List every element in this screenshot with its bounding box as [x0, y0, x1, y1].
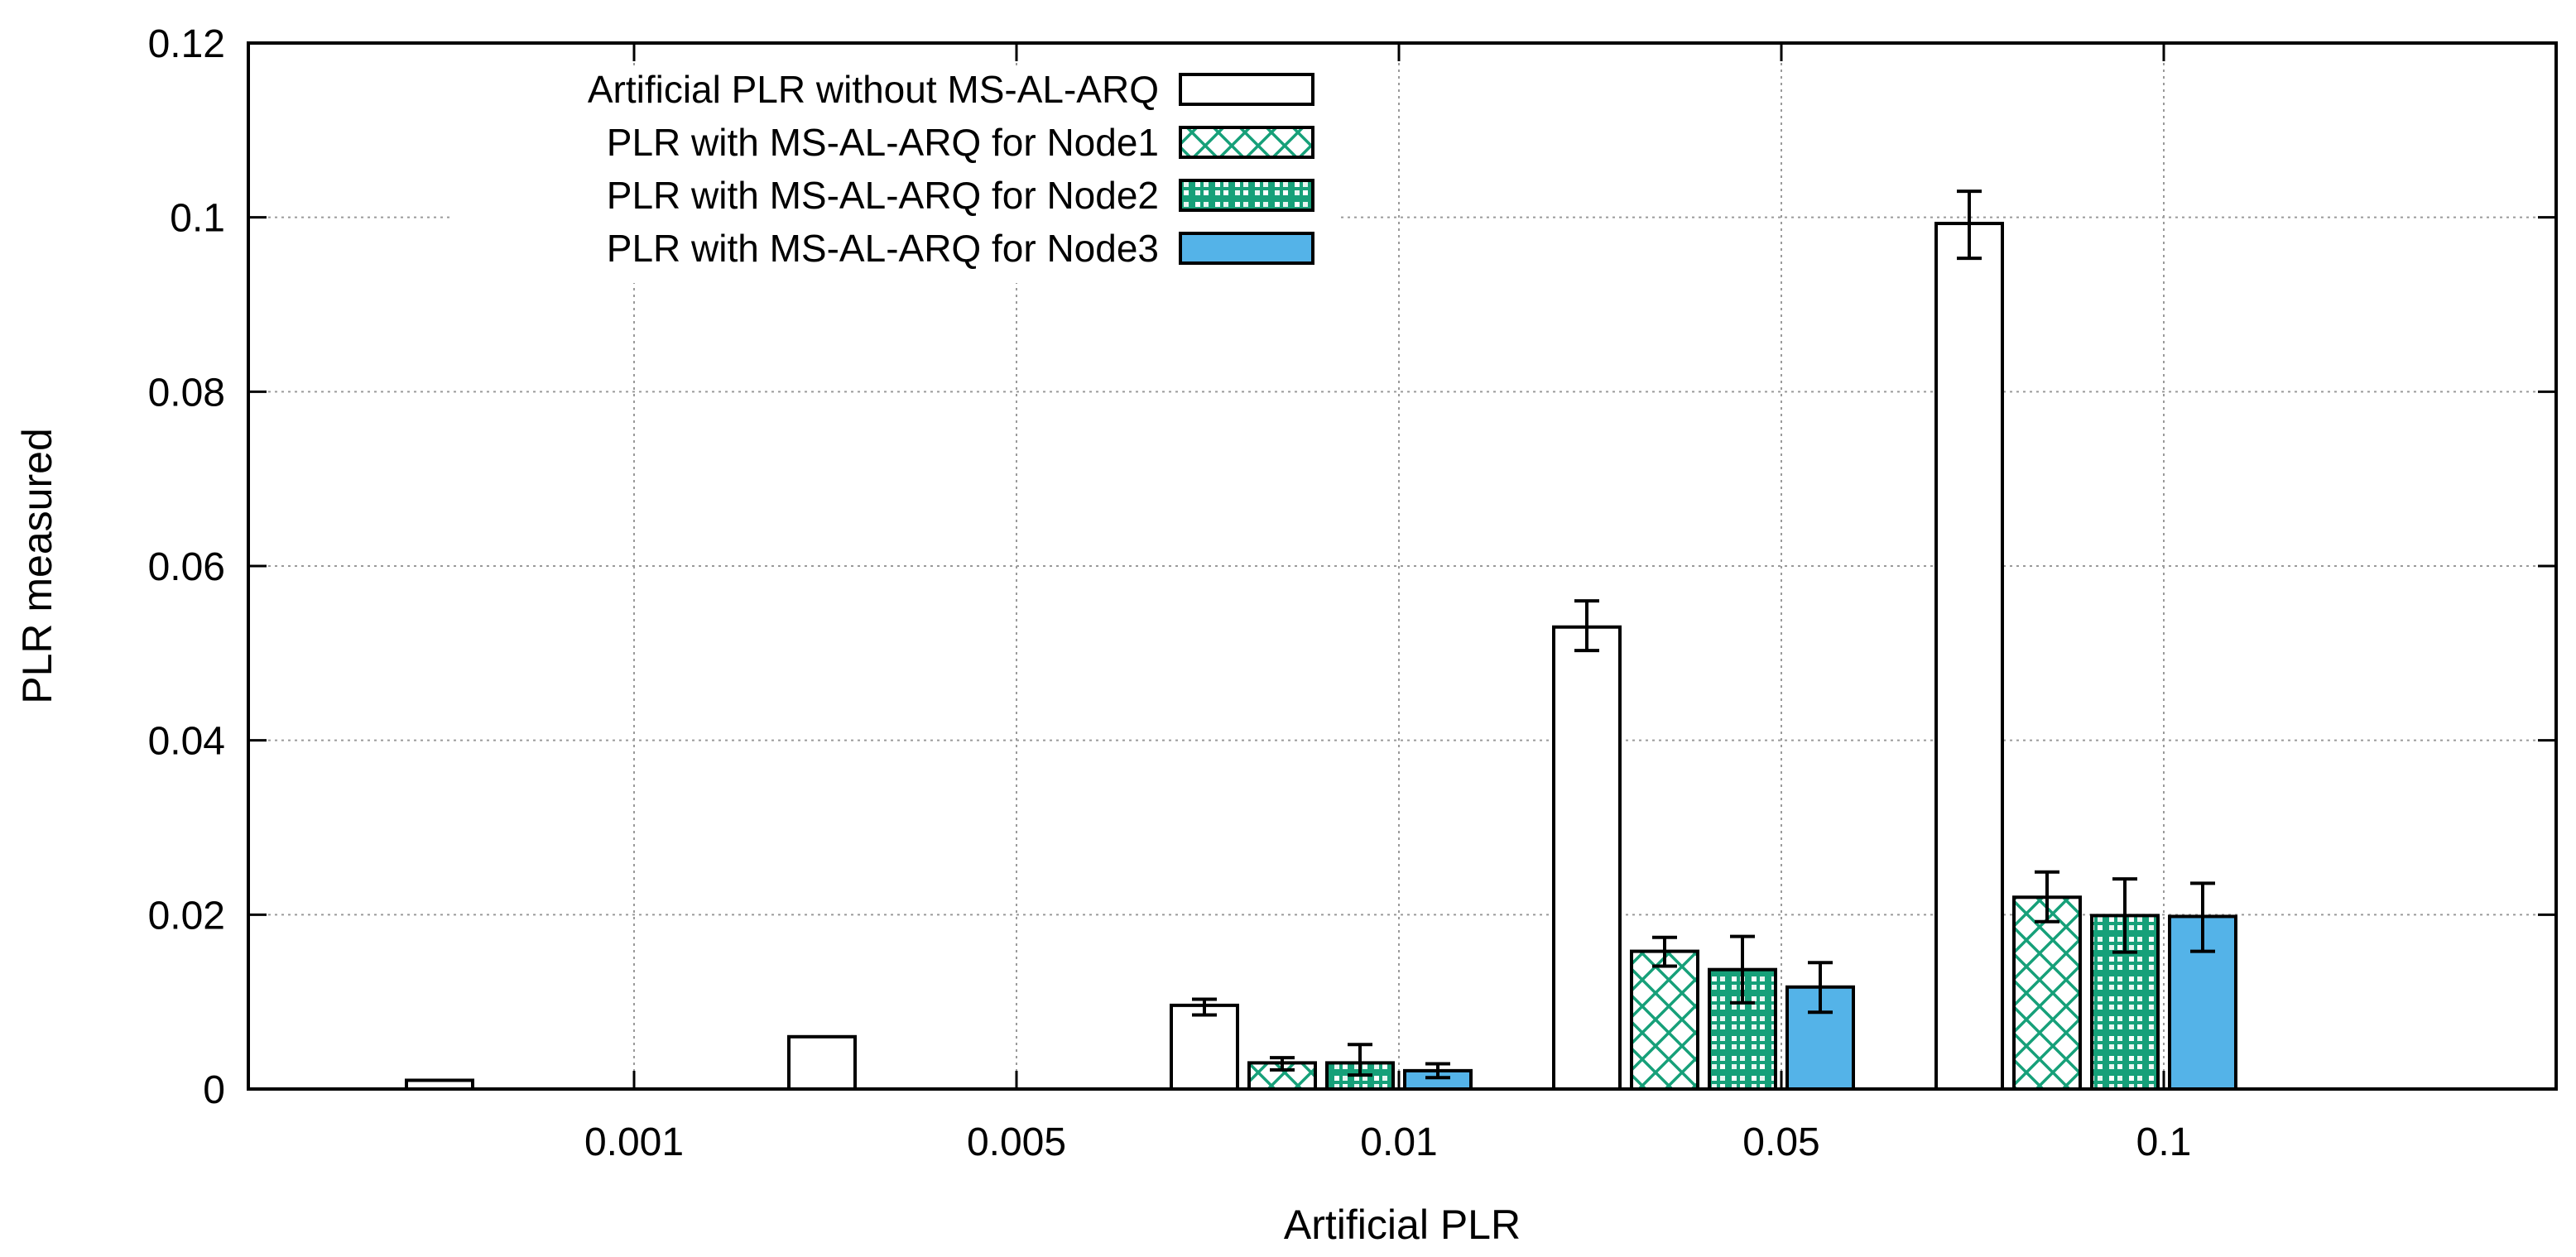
error-bar — [1270, 1056, 1295, 1072]
x-tick-label: 0.005 — [967, 1120, 1066, 1164]
bar — [1934, 222, 2004, 1091]
error-bar — [1652, 935, 1677, 968]
error-bars — [1192, 190, 2215, 1080]
y-tick-label: 0.04 — [148, 720, 225, 764]
error-bar — [1192, 997, 1217, 1017]
y-tick-label: 0.08 — [148, 371, 225, 415]
legend-label: Artificial PLR without MS-AL-ARQ — [588, 68, 1159, 111]
x-tick-label: 0.1 — [2136, 1120, 2192, 1164]
legend-swatch — [1179, 179, 1314, 212]
y-tick-label: 0.02 — [148, 894, 225, 938]
axis-ticks — [248, 41, 2556, 1091]
gridlines — [248, 43, 2556, 1089]
legend-label: PLR with MS-AL-ARQ for Node2 — [607, 174, 1159, 217]
legend-swatch — [1179, 73, 1314, 106]
x-tick-label: 0.05 — [1742, 1120, 1819, 1164]
y-tick-label: 0 — [203, 1068, 225, 1112]
bar — [2168, 914, 2237, 1091]
error-bar — [1348, 1043, 1372, 1077]
error-bar — [1730, 934, 1755, 1005]
x-axis-label: Artificial PLR — [1284, 1202, 1521, 1248]
error-bar — [1574, 599, 1599, 653]
bar — [1170, 1003, 1239, 1091]
error-bar — [2035, 870, 2059, 924]
error-bar — [1425, 1062, 1450, 1080]
bar — [1630, 949, 1699, 1091]
bar — [2090, 914, 2160, 1091]
error-bar — [1808, 961, 1833, 1015]
x-tick-label: 0.001 — [584, 1120, 684, 1164]
bar — [1552, 625, 1622, 1091]
legend-item: PLR with MS-AL-ARQ for Node2 — [607, 174, 1314, 217]
y-axis-label: PLR measured — [14, 428, 60, 704]
legend-item: PLR with MS-AL-ARQ for Node3 — [607, 227, 1314, 270]
legend-swatch — [1179, 232, 1314, 265]
x-tick-label: 0.01 — [1360, 1120, 1437, 1164]
legend-item: PLR with MS-AL-ARQ for Node1 — [607, 121, 1314, 164]
error-bar — [1957, 190, 1982, 261]
y-tick-labels: 0 0.02 0.04 0.06 0.08 0.1 0.12 — [148, 22, 225, 1112]
y-tick-label: 0.06 — [148, 545, 225, 589]
legend-label: PLR with MS-AL-ARQ for Node1 — [607, 121, 1159, 164]
legend: Artificial PLR without MS-AL-ARQ PLR with… — [454, 66, 1341, 283]
error-bar — [2190, 881, 2215, 953]
bar — [2012, 895, 2082, 1091]
error-bar — [2112, 877, 2137, 954]
bars — [405, 222, 2237, 1091]
legend-swatch — [1179, 126, 1314, 159]
legend-item: Artificial PLR without MS-AL-ARQ — [588, 68, 1314, 111]
y-tick-label: 0.1 — [170, 197, 225, 241]
legend-label: PLR with MS-AL-ARQ for Node3 — [607, 227, 1159, 270]
bar — [787, 1034, 857, 1091]
y-tick-label: 0.12 — [148, 22, 225, 66]
x-tick-labels: 0.001 0.005 0.01 0.05 0.1 — [584, 1120, 2191, 1164]
